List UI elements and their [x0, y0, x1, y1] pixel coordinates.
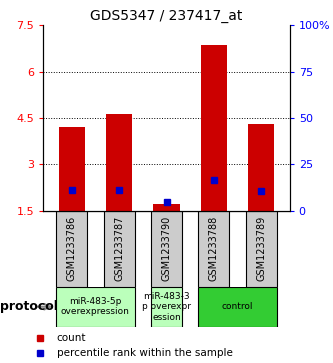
Text: miR-483-5p
overexpression: miR-483-5p overexpression: [61, 297, 130, 317]
Bar: [56, 211, 87, 287]
Bar: [198, 287, 277, 327]
Text: GSM1233787: GSM1233787: [114, 216, 124, 281]
Bar: [106, 114, 132, 211]
Bar: [151, 287, 182, 327]
Text: GSM1233788: GSM1233788: [209, 216, 219, 281]
Text: GSM1233786: GSM1233786: [67, 216, 77, 281]
Text: GSM1233790: GSM1233790: [162, 216, 171, 281]
Text: protocol: protocol: [0, 300, 58, 313]
Text: miR-483-3
p overexpr
ession: miR-483-3 p overexpr ession: [142, 292, 191, 322]
Bar: [104, 211, 135, 287]
Bar: [151, 211, 182, 287]
Bar: [56, 287, 135, 327]
Bar: [246, 211, 277, 287]
Text: GSM1233789: GSM1233789: [256, 216, 266, 281]
Bar: [248, 124, 274, 211]
Bar: [198, 211, 229, 287]
Bar: [201, 45, 227, 211]
Text: control: control: [222, 302, 253, 311]
Bar: [59, 127, 85, 211]
Bar: [154, 204, 179, 211]
Text: count: count: [57, 334, 86, 343]
Text: percentile rank within the sample: percentile rank within the sample: [57, 348, 232, 358]
Title: GDS5347 / 237417_at: GDS5347 / 237417_at: [90, 9, 243, 23]
